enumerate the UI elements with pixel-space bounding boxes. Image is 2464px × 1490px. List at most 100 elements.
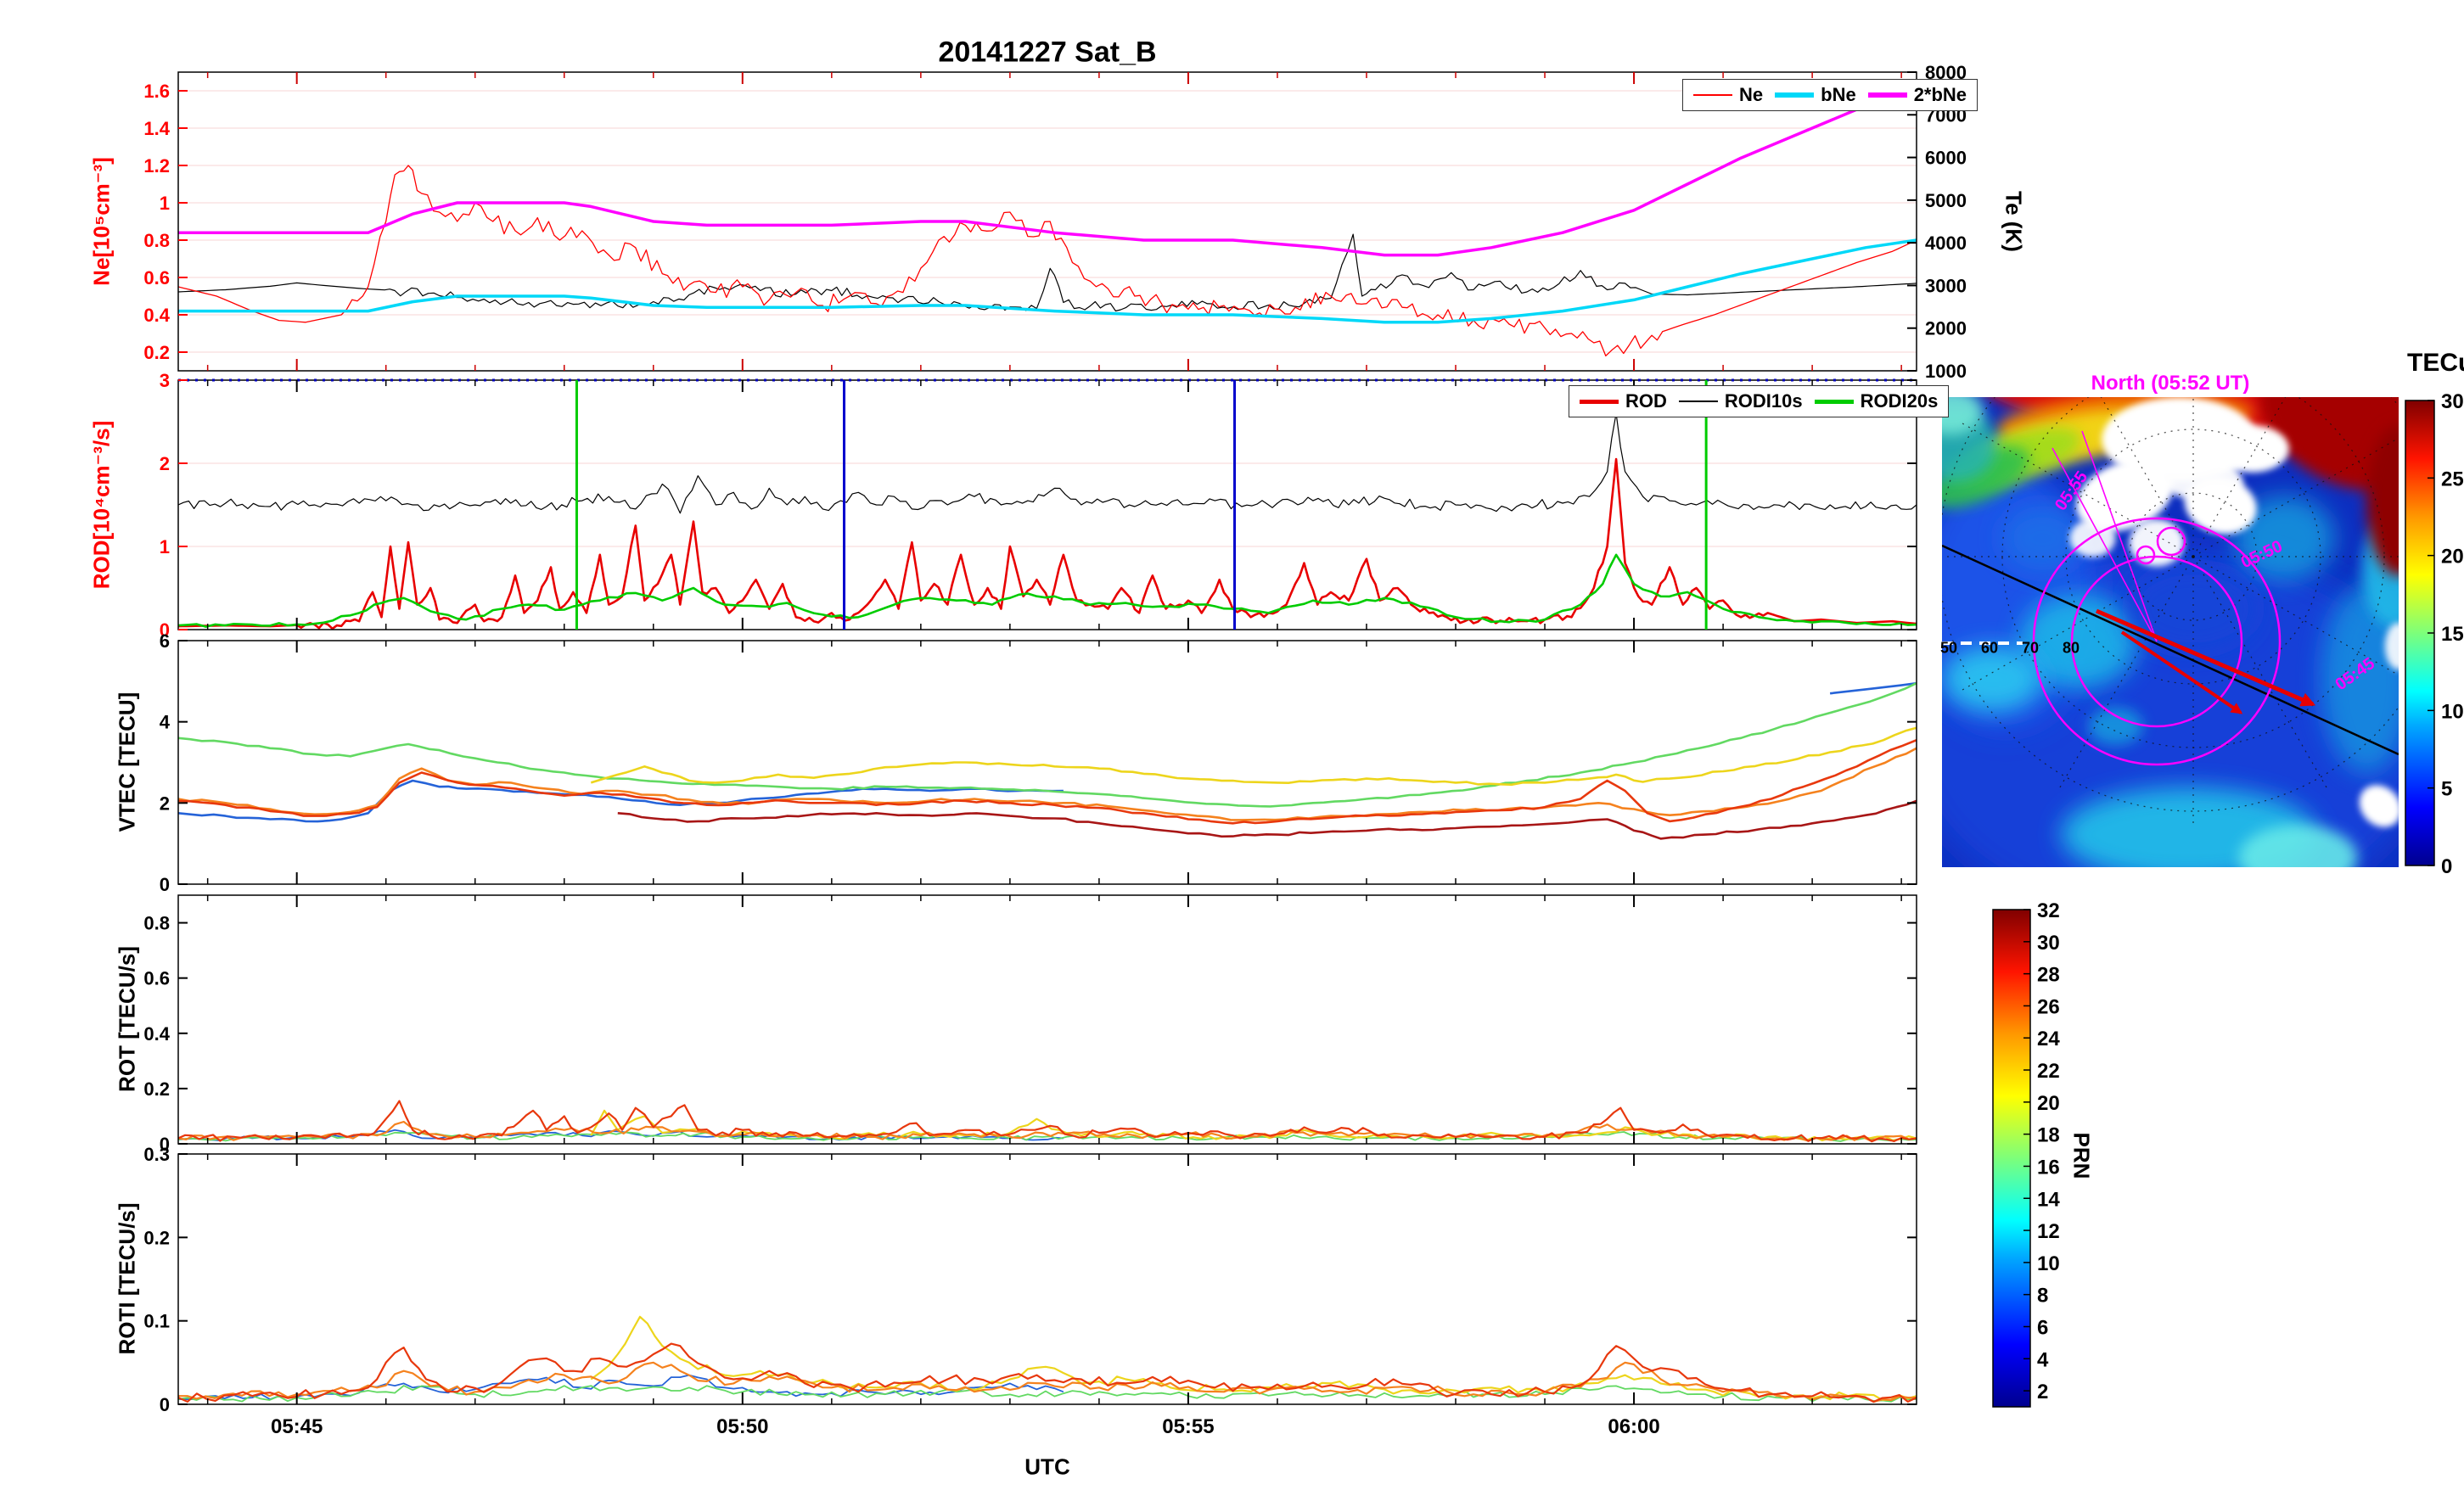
- colorbar-tick-label: 5: [2441, 778, 2452, 801]
- svg-text:6000: 6000: [1925, 148, 1967, 169]
- colorbar-prn: [1992, 909, 2031, 1408]
- colorbar-tick-label: 10: [2037, 1252, 2060, 1275]
- colorbar-tick-label: 2: [2037, 1381, 2048, 1403]
- magenta-ray: [2081, 430, 2158, 642]
- tec-region: [2359, 785, 2399, 827]
- colorbar-tick-label: 20: [2441, 546, 2464, 569]
- legend-entry: Ne: [1693, 84, 1763, 106]
- series-prn_blue_late: [1829, 681, 1917, 695]
- colorbar-tick-label: 14: [2037, 1188, 2060, 1211]
- map-title: North (05:52 UT): [2091, 372, 2250, 395]
- tec-region: [2321, 585, 2399, 774]
- auroral-oval-circle: [2070, 555, 2243, 728]
- svg-text:1.6: 1.6: [143, 81, 170, 102]
- map-latitude-label: 60: [1980, 639, 1999, 657]
- svg-text:0.8: 0.8: [143, 230, 170, 251]
- x-axis-label: UTC: [1024, 1454, 1070, 1480]
- series-RODI10s: [178, 412, 1917, 514]
- svg-text:0: 0: [160, 1394, 170, 1415]
- legend-ne-panel: Ne bNe 2*bNe: [1682, 79, 1978, 111]
- svg-text:3000: 3000: [1925, 275, 1967, 296]
- series-2bNe: [178, 89, 1917, 257]
- svg-text:0: 0: [160, 1134, 170, 1155]
- colorbar-tick-label: 0: [2441, 855, 2452, 878]
- svg-text:5000: 5000: [1925, 190, 1967, 211]
- series-prn_blue: [178, 779, 1064, 823]
- legend-line-sample: [1693, 94, 1732, 96]
- colorbar-tick-label: 28: [2037, 964, 2060, 987]
- svg-text:0.4: 0.4: [143, 1023, 170, 1045]
- series-RODI20s: [178, 553, 1917, 628]
- legend-label: 2*bNe: [1913, 84, 1967, 105]
- tec-region: [2366, 425, 2399, 576]
- svg-text:0.4: 0.4: [143, 305, 170, 326]
- panel-frame: [177, 894, 1917, 1145]
- legend-line-sample: [1814, 399, 1854, 404]
- svg-text:05:50: 05:50: [716, 1415, 768, 1438]
- panel-rod: 0 1 2 3: [160, 370, 1917, 641]
- graticule-meridian: [2057, 556, 2194, 793]
- figure-title: 20141227 Sat_B: [938, 36, 1157, 69]
- auroral-oval-circle: [2032, 517, 2282, 766]
- colorbar-tick-label: 20: [2037, 1092, 2060, 1115]
- panel-frame: [177, 1153, 1917, 1405]
- svg-text:4000: 4000: [1925, 232, 1967, 254]
- polar-map-canvas: [1942, 397, 2399, 867]
- legend-entry: ROD: [1580, 390, 1667, 412]
- graticule-meridian: [2100, 397, 2194, 557]
- legend-line-sample: [1775, 92, 1815, 98]
- legend-line-sample: [1678, 401, 1718, 402]
- svg-text:6: 6: [160, 630, 170, 652]
- svg-text:4: 4: [160, 712, 171, 733]
- tec-region: [2076, 460, 2174, 532]
- vtec-axis-label: VTEC [TECU]: [114, 692, 140, 832]
- legend-label: ROD: [1625, 390, 1667, 412]
- roti-axis-label: ROTI [TECU/s]: [114, 1202, 140, 1355]
- series-roti_green: [178, 1385, 1917, 1403]
- panel-ne_te: 0.2 0.4 0.6 0.8 1 1.2 1.4 1.6 1000 2000 3000 4000 50…: [143, 62, 1967, 382]
- svg-text:1.4: 1.4: [143, 118, 170, 139]
- tec-region: [2129, 566, 2258, 652]
- series-prn_green: [178, 682, 1917, 808]
- magenta-ray: [2051, 447, 2158, 642]
- legend-entry: RODI20s: [1814, 390, 1938, 412]
- series-roti_orange: [178, 1361, 1917, 1403]
- graticule-meridian: [2192, 556, 2330, 793]
- series-prn_yellow: [590, 726, 1917, 787]
- series-bNe: [178, 238, 1917, 324]
- svg-text:1.2: 1.2: [143, 155, 170, 176]
- tec-region: [1942, 445, 2030, 508]
- tec-region: [2001, 505, 2084, 571]
- series-prn_darkred: [617, 799, 1917, 840]
- map-latitude-label: 50: [1939, 639, 1958, 657]
- rot-axis-label: ROT [TECU/s]: [114, 946, 140, 1092]
- series-Te: [178, 233, 1917, 312]
- legend-label: RODI10s: [1724, 390, 1803, 412]
- map-latitude-label: 80: [2062, 639, 2080, 657]
- panel-rot-ticks: 0 0.2 0.4 0.6 0.8: [143, 895, 1917, 1155]
- colorbar-tick-label: 8: [2037, 1285, 2048, 1308]
- colorbar-tick-label: 10: [2441, 700, 2464, 723]
- series-prn_orange: [178, 747, 1917, 821]
- colorbar-tick-label: 12: [2037, 1220, 2060, 1243]
- svg-text:06:00: 06:00: [1608, 1415, 1659, 1438]
- auroral-oval-circle: [2136, 545, 2156, 565]
- tecu-colorbar-title: TECu: [2407, 349, 2464, 377]
- tec-region: [2384, 622, 2399, 670]
- ne-axis-label: Ne[10⁵cm⁻³]: [88, 157, 115, 286]
- series-roti_red: [178, 1342, 1917, 1403]
- svg-text:0.2: 0.2: [143, 1227, 170, 1248]
- graticule-meridian: [2192, 397, 2287, 557]
- series-rot_green: [178, 1131, 1917, 1142]
- colorbar-tick-label: 16: [2037, 1156, 2060, 1179]
- colorbar-tick-label: 15: [2441, 623, 2464, 646]
- colorbar-tick-label: 32: [2037, 899, 2060, 922]
- legend-rod-panel: ROD RODI10s RODI20s: [1569, 385, 1950, 417]
- drift-vector-arrow: [2120, 630, 2243, 714]
- tec-region: [2238, 825, 2358, 867]
- svg-text:2000: 2000: [1925, 318, 1967, 339]
- rod-axis-label: ROD[10⁴cm⁻³/s]: [88, 420, 115, 590]
- panel-frame: [177, 640, 1917, 885]
- svg-text:05:55: 05:55: [1162, 1415, 1214, 1438]
